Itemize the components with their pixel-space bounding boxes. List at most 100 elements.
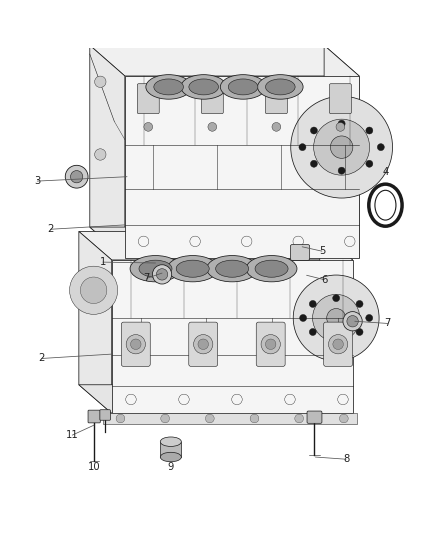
- Text: 9: 9: [168, 462, 174, 472]
- Circle shape: [366, 160, 373, 167]
- Circle shape: [81, 277, 107, 303]
- FancyBboxPatch shape: [307, 411, 322, 423]
- FancyBboxPatch shape: [329, 84, 351, 114]
- Ellipse shape: [160, 453, 181, 462]
- Text: 2: 2: [39, 353, 45, 364]
- Ellipse shape: [228, 79, 258, 95]
- Circle shape: [156, 269, 168, 280]
- Circle shape: [300, 314, 307, 321]
- Circle shape: [272, 123, 281, 131]
- Circle shape: [295, 414, 304, 423]
- Circle shape: [152, 265, 172, 284]
- Text: 6: 6: [321, 274, 327, 285]
- Circle shape: [116, 414, 125, 423]
- Circle shape: [293, 275, 379, 361]
- Circle shape: [65, 165, 88, 188]
- Circle shape: [161, 414, 170, 423]
- Circle shape: [343, 312, 362, 331]
- Polygon shape: [90, 45, 359, 76]
- Text: 7: 7: [144, 273, 150, 284]
- FancyBboxPatch shape: [290, 245, 310, 260]
- Polygon shape: [112, 260, 353, 413]
- Circle shape: [314, 119, 370, 175]
- Circle shape: [261, 335, 280, 354]
- Text: 5: 5: [319, 246, 325, 256]
- Polygon shape: [90, 227, 359, 258]
- Polygon shape: [103, 413, 357, 424]
- Circle shape: [327, 309, 346, 327]
- Bar: [160, 442, 181, 457]
- Circle shape: [144, 123, 152, 131]
- Ellipse shape: [160, 437, 181, 447]
- Circle shape: [366, 314, 373, 321]
- Polygon shape: [324, 45, 359, 258]
- Circle shape: [299, 143, 306, 151]
- Polygon shape: [90, 45, 125, 258]
- Ellipse shape: [167, 255, 218, 282]
- Text: 8: 8: [343, 454, 349, 464]
- FancyBboxPatch shape: [137, 84, 159, 114]
- Circle shape: [366, 127, 373, 134]
- Polygon shape: [79, 231, 353, 260]
- Circle shape: [330, 136, 353, 158]
- Ellipse shape: [189, 79, 219, 95]
- FancyBboxPatch shape: [324, 322, 353, 366]
- FancyBboxPatch shape: [88, 410, 100, 423]
- Circle shape: [377, 143, 384, 151]
- Ellipse shape: [265, 79, 295, 95]
- FancyBboxPatch shape: [256, 322, 285, 366]
- Ellipse shape: [130, 255, 181, 282]
- Ellipse shape: [255, 260, 288, 277]
- Text: 11: 11: [66, 430, 79, 440]
- Ellipse shape: [258, 75, 303, 99]
- Circle shape: [198, 339, 208, 350]
- Circle shape: [95, 76, 106, 87]
- Polygon shape: [125, 76, 359, 258]
- Circle shape: [311, 160, 318, 167]
- Circle shape: [291, 96, 392, 198]
- Circle shape: [356, 301, 363, 308]
- Polygon shape: [320, 231, 353, 413]
- Circle shape: [339, 414, 348, 423]
- Circle shape: [309, 328, 316, 335]
- Text: 10: 10: [88, 462, 100, 472]
- Circle shape: [311, 127, 318, 134]
- Circle shape: [347, 316, 358, 327]
- FancyBboxPatch shape: [201, 84, 223, 114]
- Circle shape: [70, 266, 118, 314]
- FancyBboxPatch shape: [265, 84, 287, 114]
- FancyBboxPatch shape: [121, 322, 150, 366]
- Ellipse shape: [220, 75, 266, 99]
- Circle shape: [250, 414, 259, 423]
- Ellipse shape: [215, 260, 249, 277]
- Text: 1: 1: [100, 257, 106, 267]
- Circle shape: [333, 334, 340, 341]
- Circle shape: [208, 123, 217, 131]
- Circle shape: [309, 301, 316, 308]
- Circle shape: [338, 120, 345, 127]
- Circle shape: [126, 335, 145, 354]
- Text: 3: 3: [34, 176, 40, 186]
- Circle shape: [265, 339, 276, 350]
- Polygon shape: [79, 385, 353, 413]
- Text: 7: 7: [385, 318, 391, 328]
- Text: 4: 4: [382, 167, 389, 177]
- Circle shape: [338, 167, 345, 174]
- Circle shape: [205, 414, 214, 423]
- Circle shape: [328, 335, 348, 354]
- Ellipse shape: [181, 75, 226, 99]
- Circle shape: [333, 339, 343, 350]
- Circle shape: [356, 328, 363, 335]
- Circle shape: [336, 123, 345, 131]
- Ellipse shape: [146, 75, 191, 99]
- FancyBboxPatch shape: [189, 322, 218, 366]
- Circle shape: [333, 295, 340, 302]
- Ellipse shape: [176, 260, 209, 277]
- Circle shape: [194, 335, 213, 354]
- Text: 2: 2: [47, 224, 53, 235]
- Ellipse shape: [139, 260, 172, 277]
- Ellipse shape: [207, 255, 258, 282]
- Ellipse shape: [246, 255, 297, 282]
- Circle shape: [131, 339, 141, 350]
- Ellipse shape: [154, 79, 184, 95]
